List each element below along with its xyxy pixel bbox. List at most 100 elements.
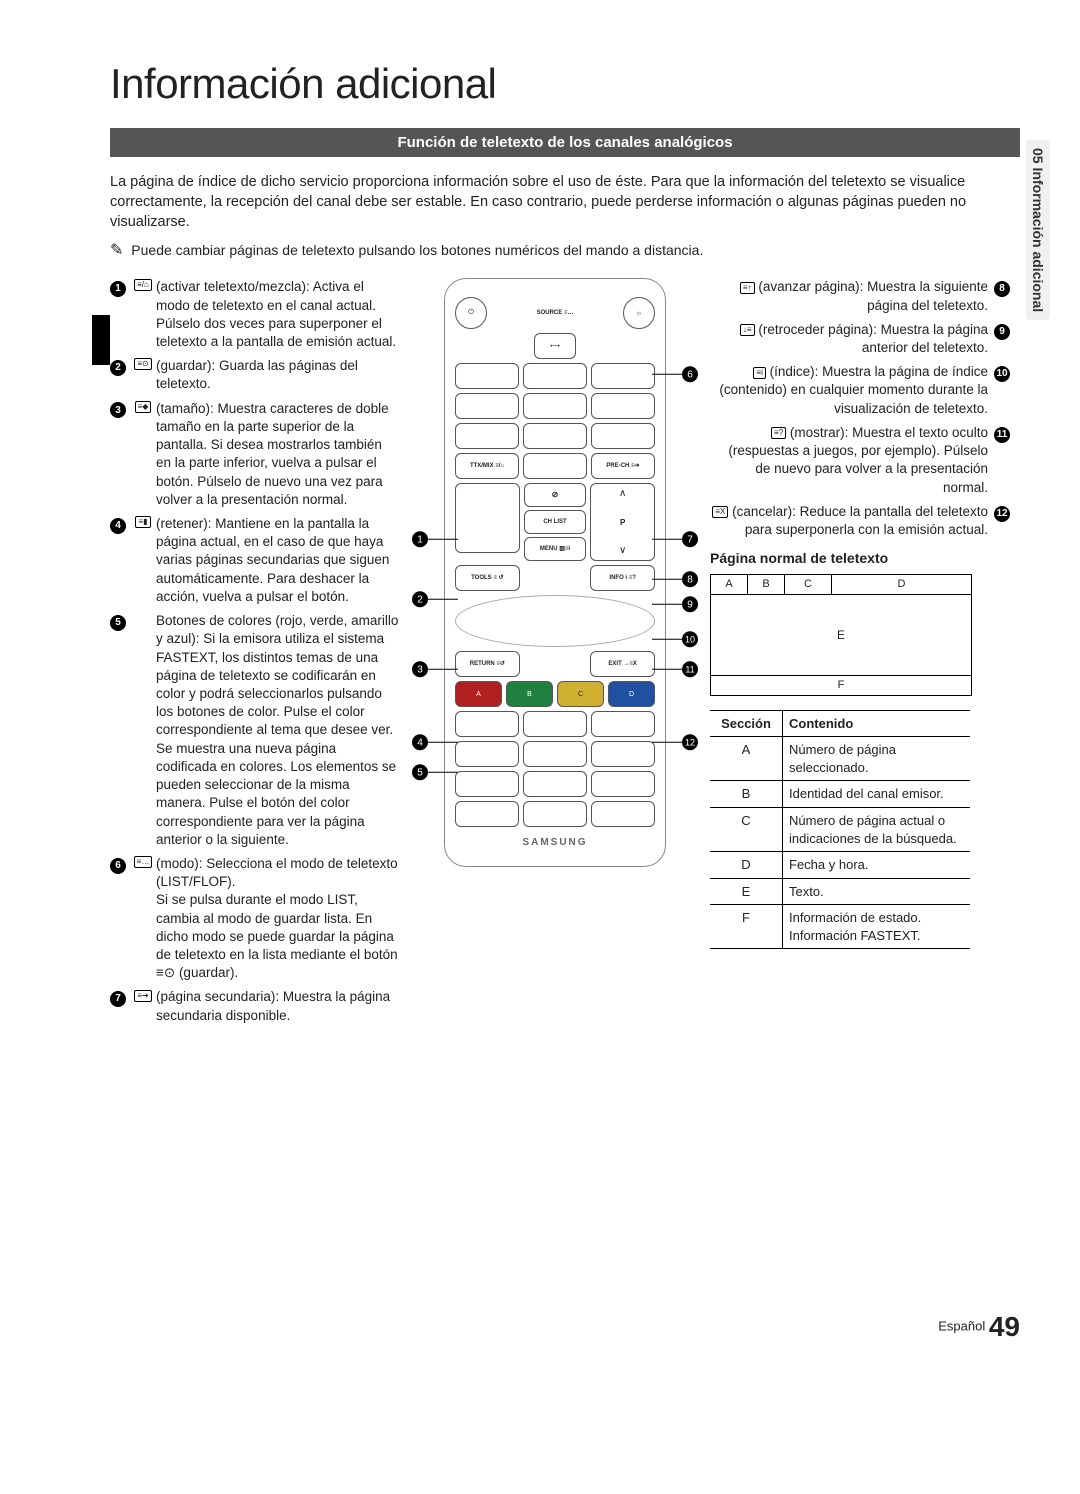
button-icon: ≡➔ [134,990,151,1002]
color-c-button: C [557,681,604,707]
prech-button: PRE-CH ≡➔ [591,453,655,479]
color-d-button: D [608,681,655,707]
intro-text: La página de índice de dicho servicio pr… [110,172,1020,233]
mute-button: ⊘ [524,483,587,507]
num-button [523,393,587,419]
note-text: ✎ Puede cambiar páginas de teletexto pul… [110,240,1020,260]
note-icon: ✎ [110,242,123,259]
source-label: SOURCE ≡… [491,310,619,316]
svg-text:3: 3 [417,665,423,676]
callout-number: 7 [110,991,126,1007]
svg-text:8: 8 [687,575,693,586]
return-button: RETURN ≡↺ [455,651,520,677]
footer-page-number: 49 [989,1311,1020,1342]
ttx-section-e: E [711,595,971,676]
svg-text:10: 10 [685,635,695,645]
ttx-section-c: C [785,575,832,594]
hdmi-button: ⟷ [534,333,576,359]
ttxmix-button: TTX/MIX ≡/⌂ [455,453,519,479]
list-item: 1 ≡/⌂ (activar teletexto/mezcla): Activa… [110,278,400,351]
svg-text:2: 2 [417,595,423,606]
media-button [455,741,519,767]
ttx-section-f: F [711,676,971,695]
num-button [523,363,587,389]
item-text: Botones de colores (rojo, verde, amarill… [156,612,400,849]
item-text: (página secundaria): Muestra la página s… [156,988,400,1024]
color-a-button: A [455,681,502,707]
button-icon: ≡▮ [135,516,150,528]
brand-label: SAMSUNG [455,837,655,848]
right-column: ≡↑ (avanzar página): Muestra la siguient… [710,278,1010,1031]
media-button [523,741,587,767]
callout-number: 2 [110,360,126,376]
menu-button: MENU ▥≡i [524,537,587,561]
item-text: (cancelar): Reduce la pantalla del telet… [732,504,988,537]
svg-text:11: 11 [685,665,694,675]
media-button [523,771,587,797]
item-text: (avanzar página): Muestra la siguiente p… [758,279,988,312]
svg-text:1: 1 [417,535,423,546]
callout-number: 3 [110,402,126,418]
button-icon: ≡◆ [135,401,152,413]
table-row: CNúmero de página actual o indicaciones … [710,808,970,852]
media-button [591,771,655,797]
media-button [523,711,587,737]
table-header: Contenido [783,710,971,737]
list-item: 6 ≡… (modo): Selecciona el modo de telet… [110,855,400,983]
color-b-button: B [506,681,553,707]
ttx-diagram: A B C D E F [710,574,972,696]
button-icon: ≡⊙ [134,358,151,370]
edge-tab [92,315,110,365]
page-footer: Español 49 [110,1311,1020,1343]
list-item: 4 ≡▮ (retener): Mantiene en la pantalla … [110,515,400,606]
svg-text:7: 7 [687,535,693,546]
media-button [591,801,655,827]
callout-number: 9 [994,324,1010,340]
callout-number: 4 [110,518,126,534]
section-banner: Función de teletexto de los canales anal… [110,128,1020,157]
item-text: (mostrar): Muestra el texto oculto (resp… [728,425,988,495]
svg-text:12: 12 [685,738,695,748]
num-button [523,423,587,449]
list-item: 2 ≡⊙ (guardar): Guarda las páginas del t… [110,357,400,393]
svg-text:6: 6 [687,370,693,381]
num-button [591,363,655,389]
callout-number: 5 [110,615,126,631]
item-text: (guardar): Guarda las páginas del telete… [156,357,400,393]
callout-number: 11 [994,427,1010,443]
callout-number: 10 [994,366,1010,382]
media-button [455,711,519,737]
remote-column: ⏻ SOURCE ≡… ☼ ⟷ TTX/MIX ≡/⌂ PRE-CH ≡➔ ⊘ [410,278,700,1031]
num-button [455,363,519,389]
button-icon: ≡… [134,856,153,868]
callout-number: 8 [994,281,1010,297]
item-text: (tamaño): Muestra caracteres de doble ta… [156,400,400,509]
table-header: Sección [710,710,783,737]
button-icon: ≡i [753,367,765,379]
sections-table: Sección Contenido ANúmero de página sele… [710,710,970,949]
button-icon: ≡↑ [740,282,755,294]
num-button [455,393,519,419]
item-text: (retroceder página): Muestra la página a… [758,322,988,355]
ttx-section-b: B [748,575,785,594]
power-button: ⏻ [455,297,487,329]
list-item: ↓≡ (retroceder página): Muestra la págin… [710,321,1010,357]
light-button: ☼ [623,297,655,329]
button-icon: ≡X [712,506,728,518]
media-button [591,711,655,737]
dpad [455,595,655,647]
item-text: (modo): Selecciona el modo de teletexto … [156,855,400,983]
left-column: 1 ≡/⌂ (activar teletexto/mezcla): Activa… [110,278,400,1031]
chapter-tab: 05 Información adicional [1026,140,1050,320]
remote-control: ⏻ SOURCE ≡… ☼ ⟷ TTX/MIX ≡/⌂ PRE-CH ≡➔ ⊘ [444,278,666,867]
info-button: INFO i ≡? [590,565,655,591]
table-row: ETexto. [710,878,970,905]
list-item: 3 ≡◆ (tamaño): Muestra caracteres de dob… [110,400,400,509]
num-button [455,423,519,449]
item-text: (activar teletexto/mezcla): Activa el mo… [156,278,400,351]
ttx-section-d: D [832,575,971,594]
table-row: DFecha y hora. [710,852,970,879]
chlist-button: CH LIST [524,510,587,534]
footer-lang: Español [938,1318,985,1333]
ttx-section-a: A [711,575,748,594]
